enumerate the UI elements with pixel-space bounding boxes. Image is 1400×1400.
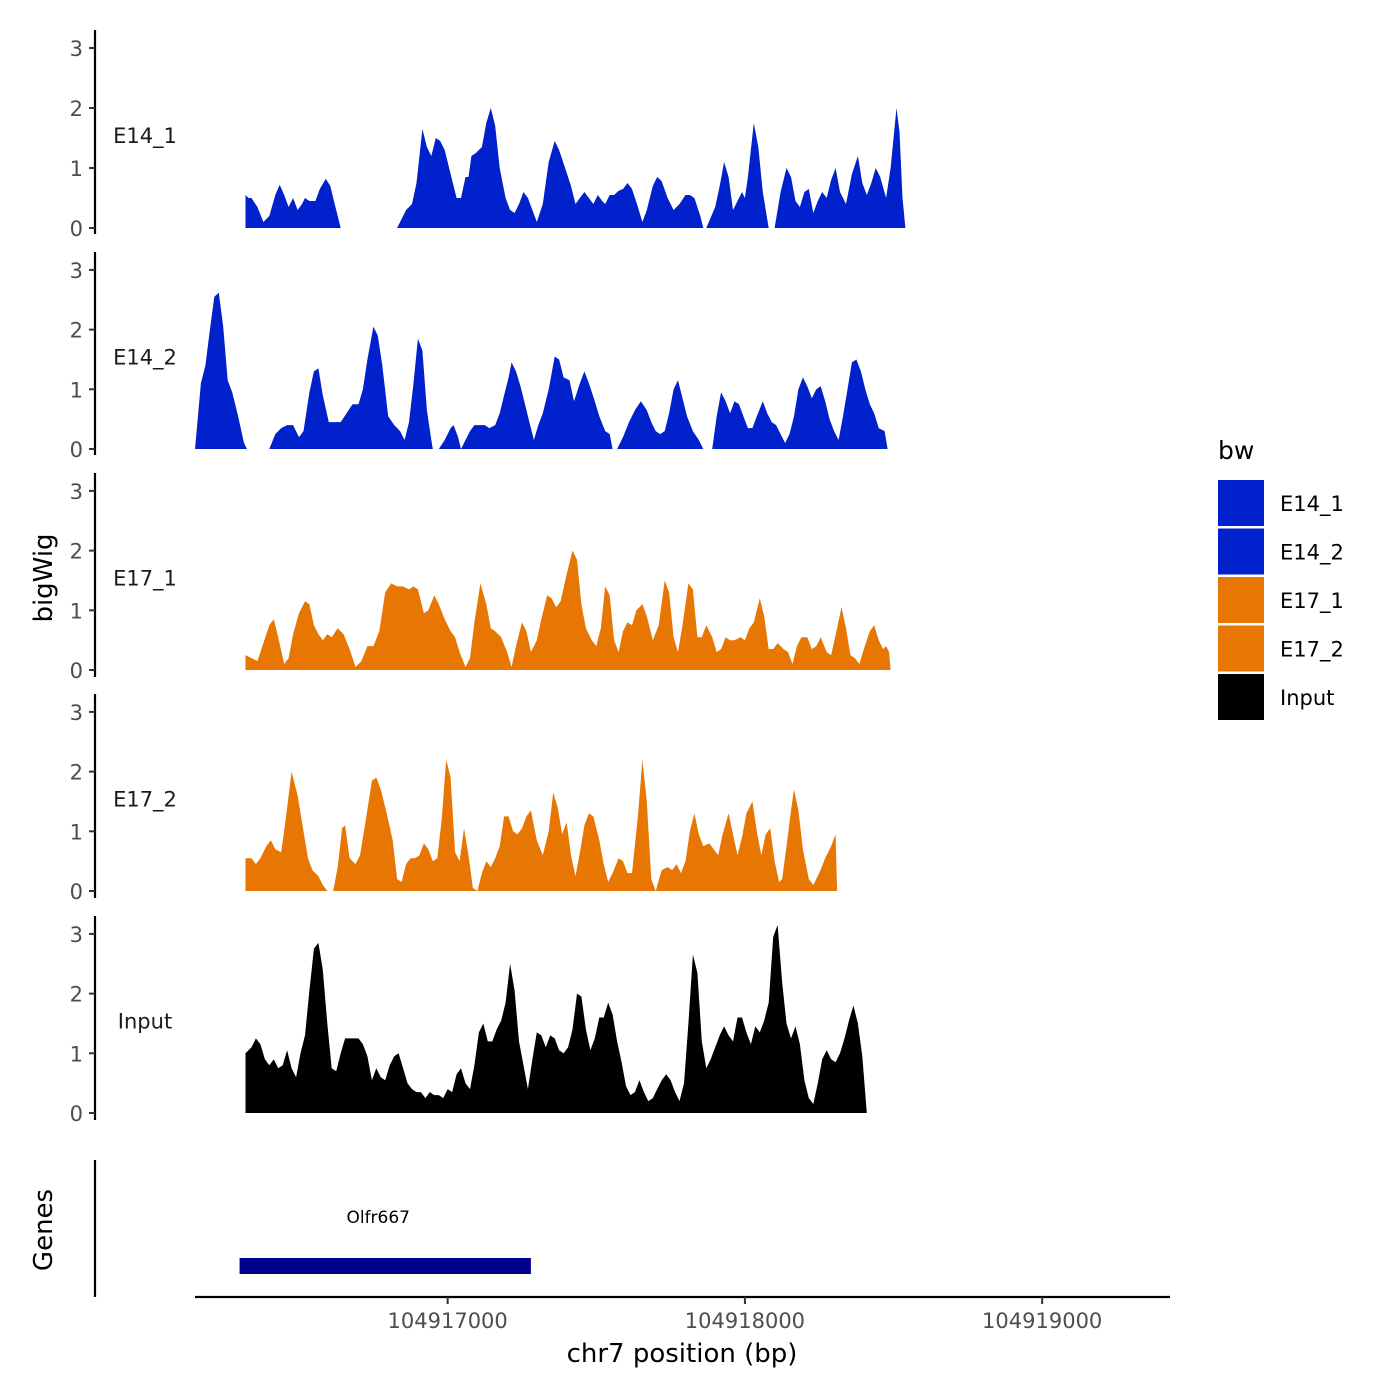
y-tick-label: 2 (70, 983, 83, 1007)
x-tick-label: 104917000 (388, 1309, 508, 1333)
y-tick-label: 1 (70, 378, 83, 402)
y-tick-label: 0 (70, 217, 83, 241)
coverage-area-e14-1 (245, 108, 906, 228)
track-panels: 0 1 2 3 E14_1 0 1 2 3 E14_2 0 1 2 3 E17_1 0 1 2 3 E17_2 0 1 2 3… (70, 30, 906, 1126)
legend-swatch (1218, 528, 1264, 575)
x-tick-label: 104919000 (982, 1309, 1102, 1333)
legend-swatch (1218, 674, 1264, 720)
legend-swatch (1218, 577, 1264, 623)
gene-track-panel: Olfr667 (93, 1160, 531, 1297)
coverage-area-e14-2 (195, 292, 888, 449)
coverage-area-input (245, 925, 867, 1113)
track-e17-1: 0 1 2 3 E17_1 (70, 473, 891, 683)
y-tick-label: 2 (70, 319, 83, 343)
legend-label: E14_2 (1280, 541, 1344, 566)
y-tick-label: 3 (70, 701, 83, 725)
y-tick-label: 0 (70, 438, 83, 462)
y-tick-label: 2 (70, 761, 83, 785)
y-tick-label: 1 (70, 599, 83, 623)
y-tick-label: 1 (70, 157, 83, 181)
y-tick-label: 3 (70, 480, 83, 504)
legend-swatch (1218, 625, 1264, 672)
legend-swatch (1218, 480, 1264, 526)
y-tick-label: 3 (70, 923, 83, 947)
gene-label: Olfr667 (346, 1208, 410, 1228)
legend-label: E17_2 (1280, 638, 1344, 663)
x-axis-title: chr7 position (bp) (567, 1339, 798, 1369)
y-tick-label: 2 (70, 97, 83, 121)
y-tick-label: 0 (70, 659, 83, 683)
legend-label: E14_1 (1280, 492, 1344, 517)
y-tick-label: 0 (70, 880, 83, 904)
legend-label: Input (1280, 686, 1334, 710)
gene-track-title: Genes (29, 1189, 59, 1271)
y-tick-label: 3 (70, 37, 83, 61)
track-label: E14_1 (113, 124, 177, 149)
legend-title: bw (1218, 436, 1254, 465)
x-axis: 104917000 104918000 104919000 (195, 1295, 1170, 1333)
track-e14-2: 0 1 2 3 E14_2 (70, 252, 888, 462)
track-input: 0 1 2 3 Input (70, 916, 867, 1126)
track-label: Input (118, 1009, 172, 1033)
y-axis-title: bigWig (29, 533, 59, 622)
coverage-area-e17-1 (245, 550, 891, 670)
track-label: E17_2 (113, 787, 177, 812)
y-tick-label: 1 (70, 820, 83, 844)
y-tick-label: 1 (70, 1042, 83, 1066)
track-label: E14_2 (113, 345, 177, 370)
legend-label: E17_1 (1280, 589, 1344, 614)
legend: bw E14_1 E14_2 E17_1 E17_2 Input (1218, 436, 1344, 720)
y-tick-label: 2 (70, 540, 83, 564)
track-e17-2: 0 1 2 3 E17_2 (70, 694, 838, 904)
y-tick-label: 0 (70, 1102, 83, 1126)
coverage-area-e17-2 (245, 759, 838, 891)
y-tick-label: 3 (70, 259, 83, 283)
track-e14-1: 0 1 2 3 E14_1 (70, 30, 906, 241)
gene-body (239, 1258, 531, 1274)
x-tick-label: 104918000 (685, 1309, 805, 1333)
track-label: E17_1 (113, 566, 177, 591)
